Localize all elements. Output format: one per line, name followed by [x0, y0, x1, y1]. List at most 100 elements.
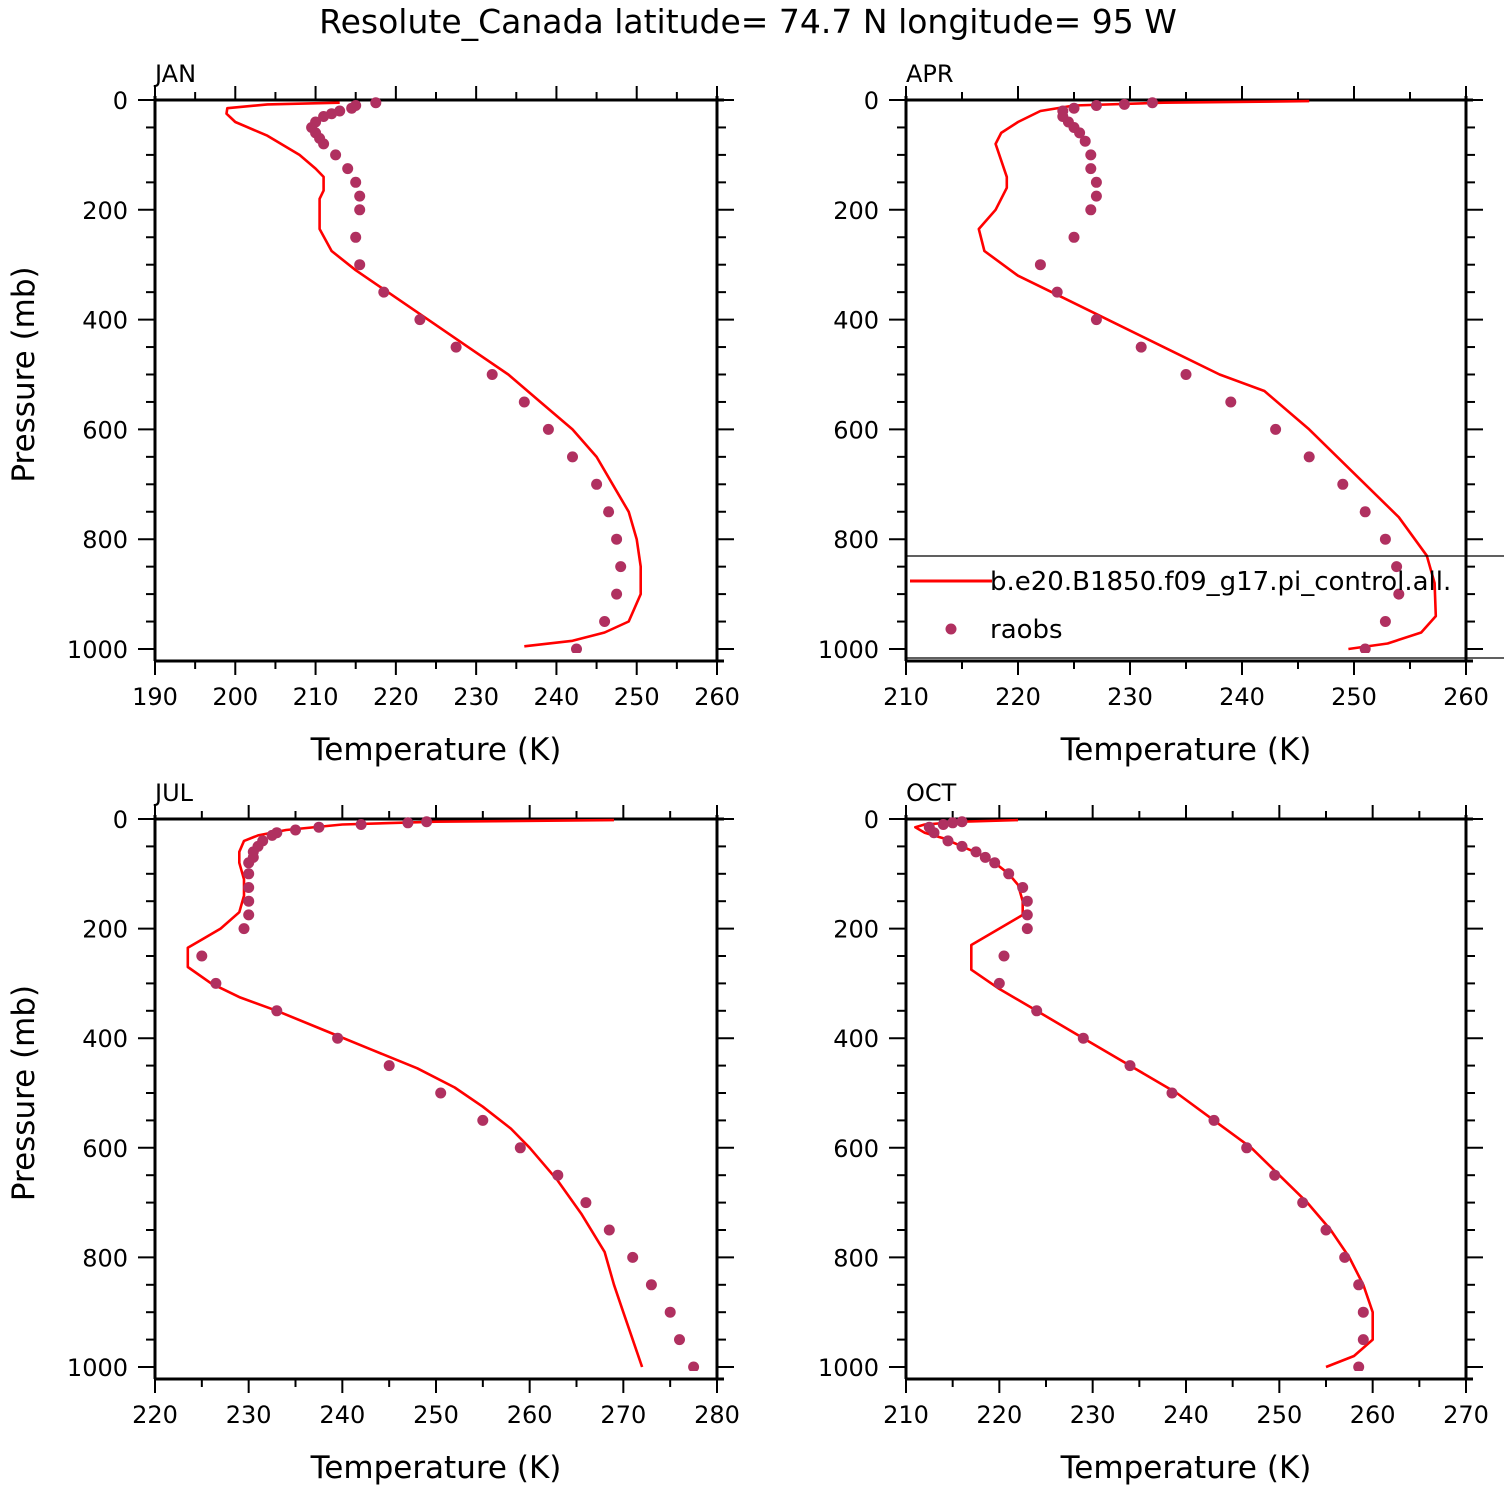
panel-label-apr: APR — [906, 60, 954, 88]
raobs-marker — [1320, 1224, 1332, 1236]
raobs-marker — [956, 840, 968, 852]
raobs-marker — [1118, 98, 1130, 110]
raobs-marker — [1085, 149, 1097, 161]
x-tick-label: 260 — [507, 1401, 553, 1429]
x-tick-label: 250 — [1331, 683, 1377, 711]
raobs-marker — [1166, 1087, 1178, 1099]
raobs-marker — [243, 868, 255, 880]
raobs-marker — [956, 816, 968, 828]
raobs-marker — [591, 478, 603, 490]
raobs-marker — [330, 149, 342, 161]
raobs-marker — [1090, 314, 1102, 326]
legend-obs-label: raobs — [990, 615, 1063, 645]
x-tick-label: 240 — [1163, 1401, 1209, 1429]
raobs-marker — [1124, 1060, 1136, 1072]
x-tick-label: 280 — [694, 1401, 740, 1429]
x-tick-label: 240 — [1219, 683, 1265, 711]
raobs-marker — [947, 817, 959, 829]
raobs-marker — [552, 1169, 564, 1181]
x-tick-label: 220 — [995, 683, 1041, 711]
x-tick-label: 230 — [453, 683, 499, 711]
raobs-marker — [1391, 561, 1403, 573]
raobs-marker — [383, 1060, 395, 1072]
raobs-marker — [421, 816, 433, 828]
raobs-marker — [477, 1114, 489, 1126]
x-tick-label: 260 — [694, 683, 740, 711]
raobs-marker — [342, 163, 354, 175]
raobs-marker — [355, 819, 367, 830]
x-tick-label: 240 — [319, 1401, 365, 1429]
raobs-marker — [1353, 1279, 1365, 1291]
raobs-marker — [1357, 1306, 1369, 1318]
raobs-marker — [1303, 451, 1315, 463]
raobs-marker — [1393, 588, 1405, 600]
raobs-marker — [1017, 882, 1029, 893]
raobs-marker — [1090, 100, 1102, 111]
raobs-marker — [243, 895, 255, 907]
raobs-marker — [271, 1005, 283, 1017]
model-profile-line — [186, 818, 644, 1368]
x-tick-label: 210 — [883, 1401, 929, 1429]
raobs-marker — [937, 819, 949, 830]
legend: b.e20.B1850.f09_g17.pi_control.all. raob… — [905, 555, 1504, 659]
y-axis-title: Pressure (mb) — [6, 266, 42, 482]
raobs-marker — [1077, 1032, 1089, 1044]
y-tick-label: 0 — [113, 806, 128, 834]
plot-area — [225, 97, 642, 653]
y-tick-label: 0 — [864, 806, 879, 834]
x-tick-label: 220 — [373, 683, 419, 711]
plot-area — [914, 816, 1374, 1371]
raobs-marker — [1051, 286, 1063, 298]
raobs-marker — [1068, 102, 1080, 114]
x-tick-label: 220 — [976, 1401, 1022, 1429]
y-tick-label: 800 — [82, 526, 128, 554]
raobs-marker — [1021, 923, 1033, 935]
legend-model-label: b.e20.B1850.f09_g17.pi_control.all. — [990, 567, 1451, 597]
raobs-marker — [354, 259, 366, 271]
y-axis-title: Pressure (mb) — [6, 985, 42, 1201]
raobs-marker — [1090, 190, 1102, 202]
raobs-marker — [318, 111, 330, 122]
raobs-marker — [1241, 1142, 1253, 1154]
y-tick-label: 400 — [82, 307, 128, 335]
y-tick-label: 1000 — [67, 636, 128, 664]
panel-label-jan: JAN — [153, 60, 196, 88]
y-tick-label: 1000 — [818, 636, 879, 664]
x-tick-label: 270 — [600, 1401, 646, 1429]
raobs-marker — [1270, 423, 1282, 435]
raobs-marker — [402, 817, 414, 829]
raobs-marker — [1079, 135, 1091, 147]
raobs-marker — [688, 1361, 700, 1371]
raobs-marker — [1074, 127, 1086, 139]
raobs-marker — [989, 857, 1001, 869]
raobs-marker — [243, 909, 255, 921]
x-tick-label: 220 — [132, 1401, 178, 1429]
x-tick-label: 240 — [534, 683, 580, 711]
raobs-marker — [1021, 895, 1033, 907]
raobs-marker — [993, 977, 1005, 989]
x-axis-title: Temperature (K) — [310, 1450, 562, 1486]
raobs-marker — [1337, 478, 1349, 490]
y-tick-label: 200 — [82, 916, 128, 944]
raobs-marker — [354, 204, 366, 216]
raobs-marker — [518, 396, 530, 408]
raobs-marker — [664, 1306, 676, 1318]
x-tick-label: 250 — [413, 1401, 459, 1429]
raobs-marker — [196, 950, 208, 962]
raobs-marker — [979, 851, 991, 863]
raobs-marker — [611, 588, 623, 600]
raobs-marker — [1021, 909, 1033, 921]
raobs-marker — [1297, 1197, 1309, 1209]
raobs-marker — [611, 533, 623, 545]
y-tick-label: 600 — [833, 1135, 879, 1163]
raobs-marker — [1379, 533, 1391, 545]
plot-area — [186, 816, 700, 1371]
raobs-marker — [674, 1334, 685, 1346]
y-tick-label: 200 — [833, 197, 879, 225]
raobs-marker — [580, 1197, 592, 1209]
y-tick-label: 800 — [82, 1244, 128, 1272]
x-tick-label: 190 — [132, 683, 178, 711]
raobs-marker — [332, 1032, 344, 1044]
raobs-marker — [346, 102, 358, 114]
raobs-marker — [354, 190, 366, 202]
